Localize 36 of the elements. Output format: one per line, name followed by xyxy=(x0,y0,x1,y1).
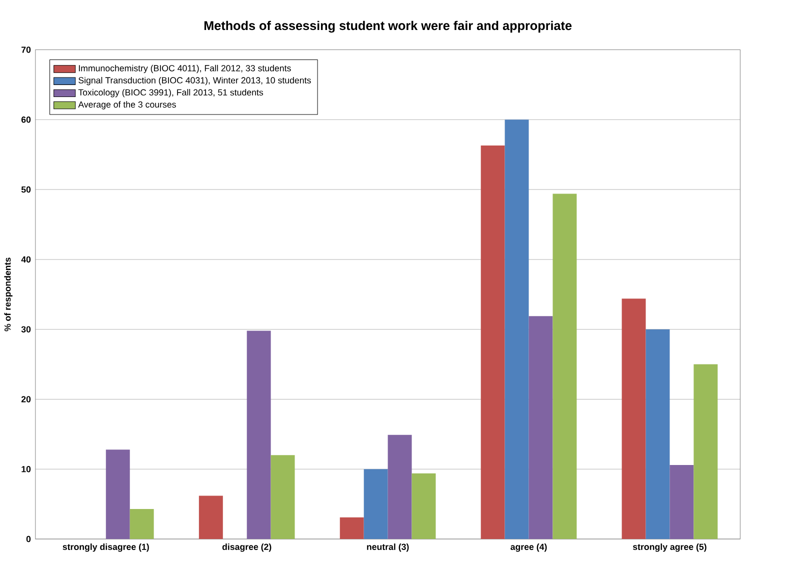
bar xyxy=(552,194,577,540)
y-tick-label: 60 xyxy=(21,116,31,123)
y-tick-label: 10 xyxy=(22,466,31,472)
bar xyxy=(364,469,388,540)
bar xyxy=(622,298,646,540)
chart-title: Methods of assessing student work were fair and appropriate xyxy=(204,20,572,33)
legend-label: Average of the 3 courses xyxy=(78,101,176,110)
bar xyxy=(670,465,694,540)
y-tick-label: 20 xyxy=(21,396,31,403)
bar xyxy=(694,364,718,540)
legend-label: Immunochemistry (BIOC 4011), Fall 2012, 33 students xyxy=(78,65,291,74)
x-tick-label: agree (4) xyxy=(510,544,547,552)
bar xyxy=(106,450,130,540)
bar xyxy=(388,435,412,540)
y-tick-label: 0 xyxy=(26,536,31,542)
bar xyxy=(646,330,670,540)
bar xyxy=(198,496,223,540)
bar xyxy=(270,455,295,540)
y-tick-label: 40 xyxy=(21,256,31,263)
y-tick-label: 30 xyxy=(21,326,31,333)
bar xyxy=(528,316,553,540)
x-tick-label: neutral (3) xyxy=(367,544,409,552)
bar xyxy=(130,509,154,540)
bar xyxy=(480,146,505,540)
legend-label: Signal Transduction (BIOC 4031), Winter 2013, 10 students xyxy=(78,77,311,86)
bar xyxy=(340,518,364,540)
x-tick-label: disagree (2) xyxy=(222,544,272,552)
y-axis-title: % of respondents xyxy=(4,258,12,332)
x-tick-label: strongly agree (5) xyxy=(632,544,706,552)
x-tick-label: strongly disagree (1) xyxy=(62,544,149,552)
bar xyxy=(504,120,529,540)
bar xyxy=(246,330,271,540)
legend-label: Toxicology (BIOC 3991), Fall 2013, 51 students xyxy=(78,89,264,98)
bar xyxy=(412,474,436,540)
y-tick-label: 70 xyxy=(22,46,31,54)
y-tick-label: 50 xyxy=(21,186,31,193)
